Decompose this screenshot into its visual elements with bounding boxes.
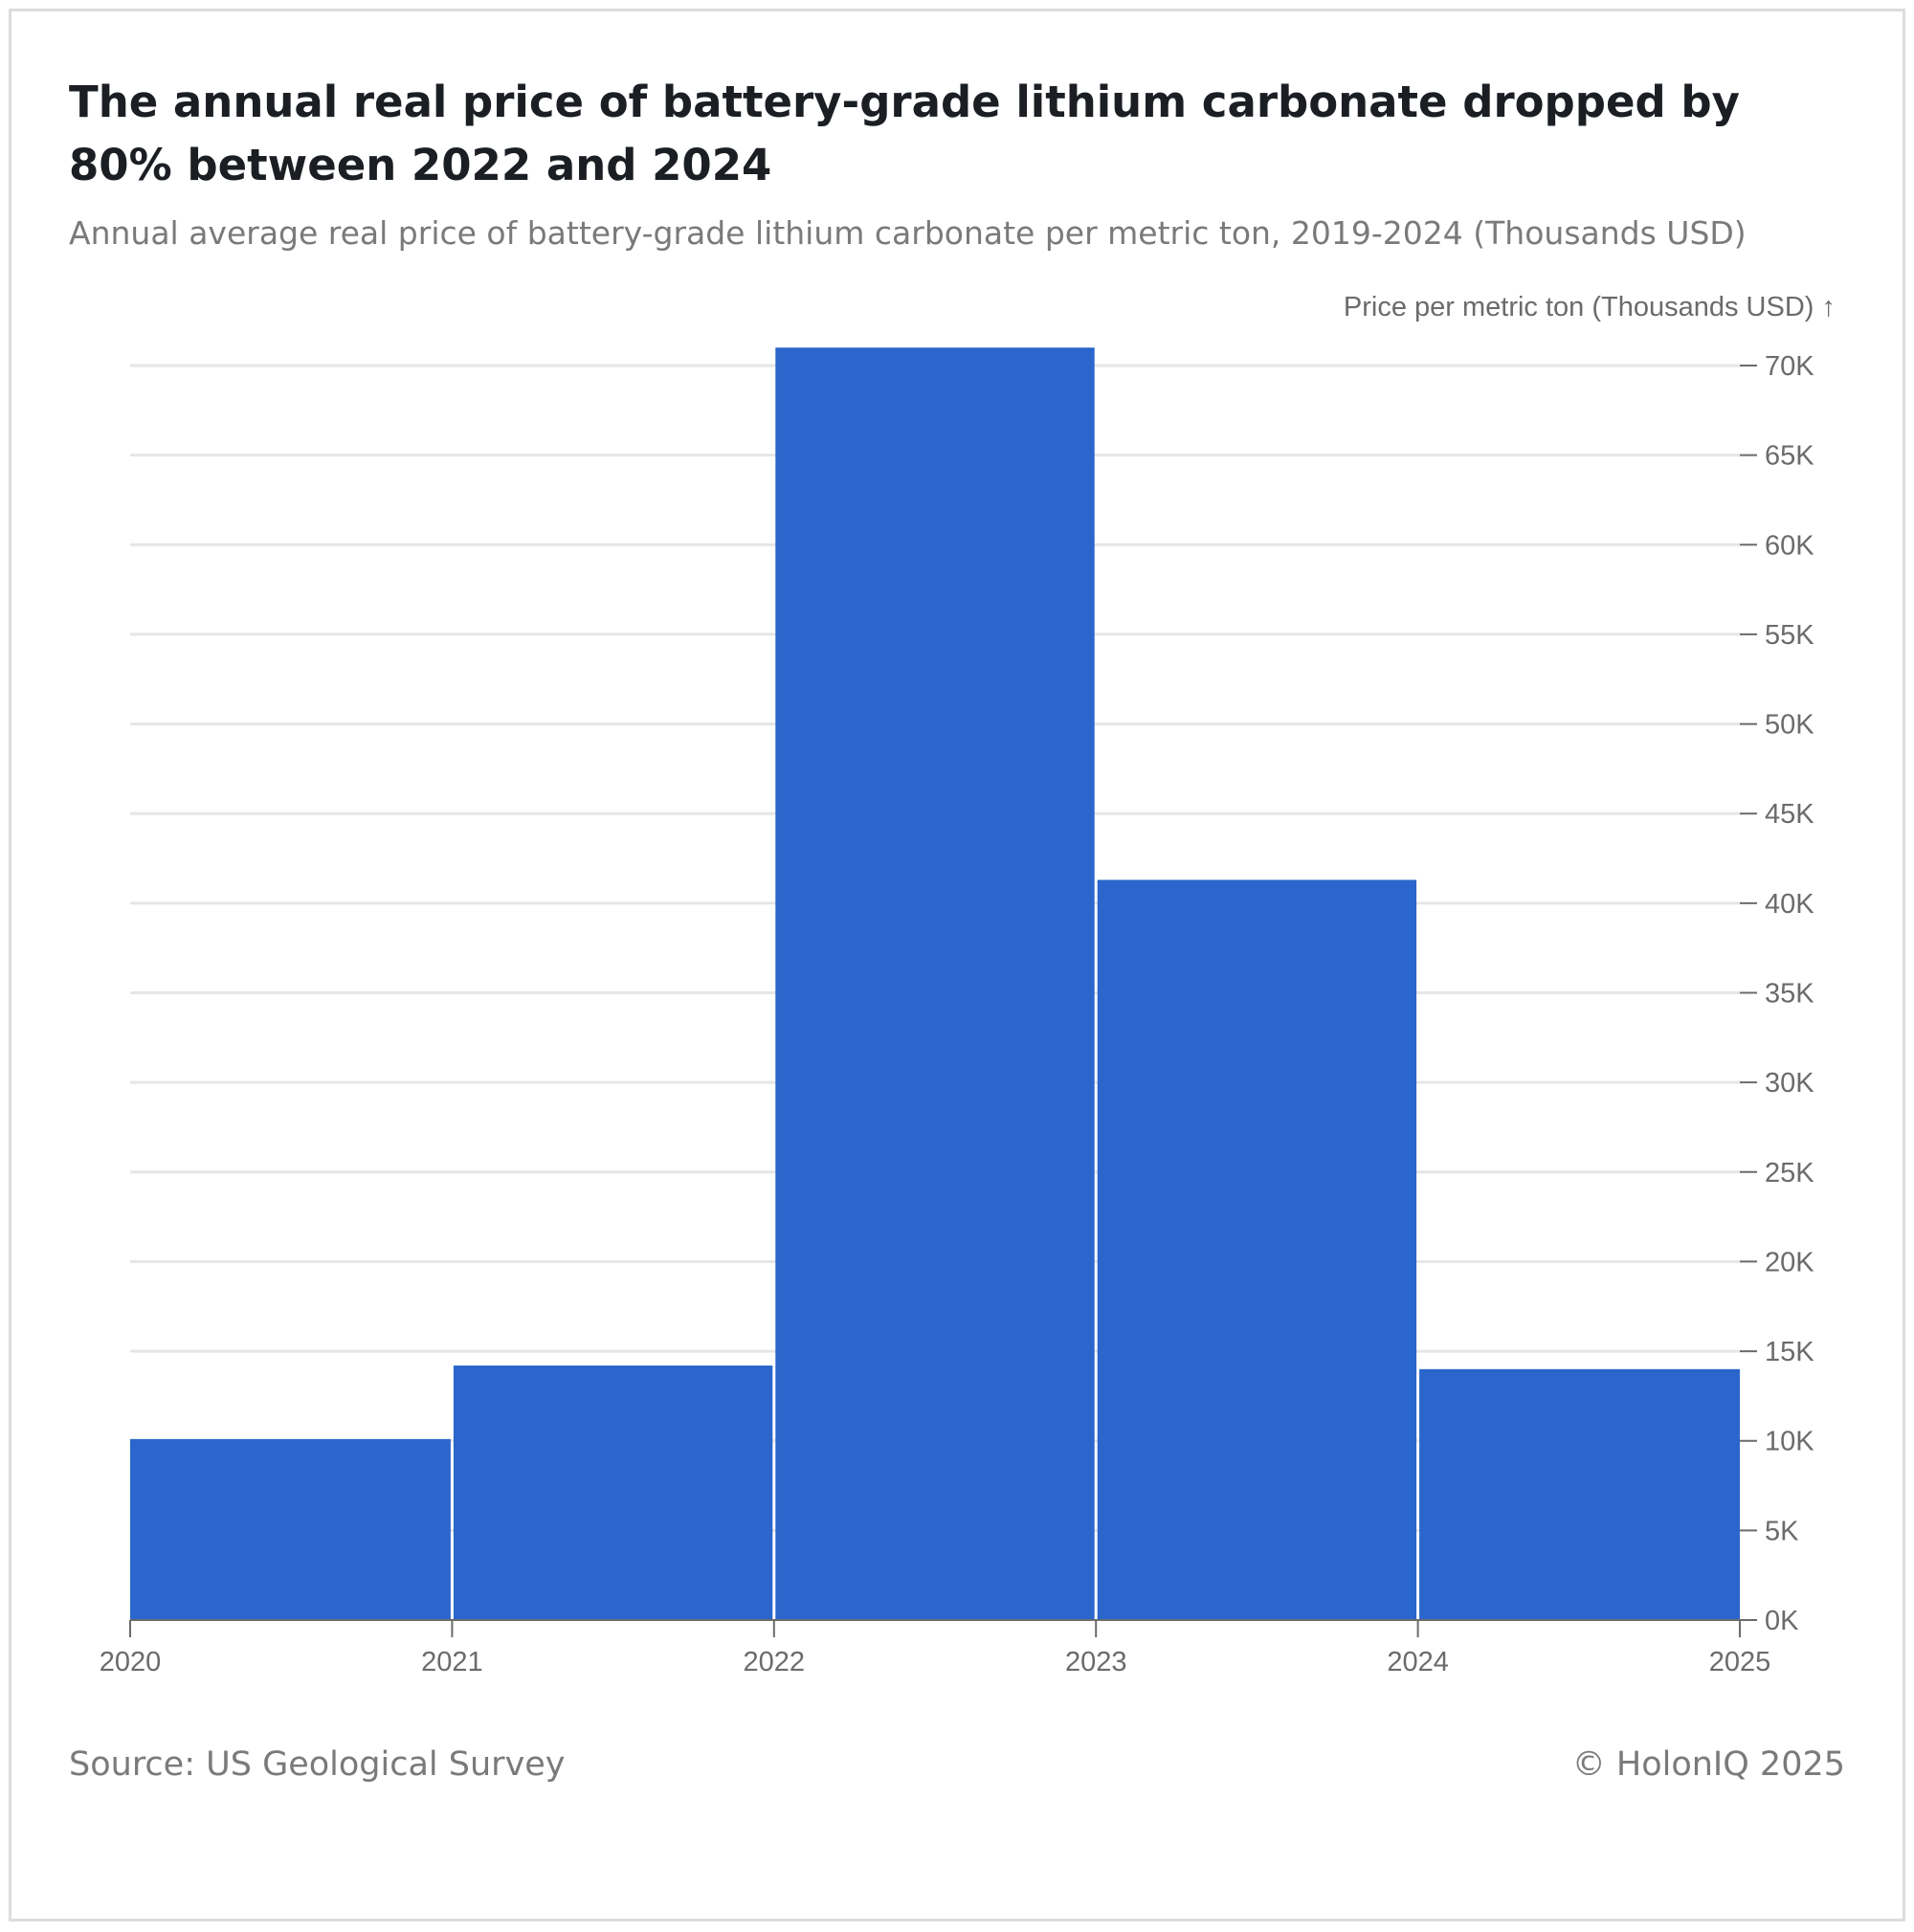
- y-tick-label: 10K: [1765, 1427, 1814, 1457]
- y-tick-label: 15K: [1765, 1337, 1814, 1367]
- y-tick-label: 60K: [1765, 530, 1814, 561]
- y-tick-label: 25K: [1765, 1158, 1814, 1188]
- x-tick-label: 2023: [1065, 1647, 1127, 1677]
- x-tick-label: 2022: [744, 1647, 806, 1677]
- bar-2024: [1419, 1368, 1740, 1620]
- y-tick-label: 55K: [1765, 620, 1814, 651]
- axes: 0K 5K 10K 15K 20K 25K 30K 35K 40K 45K 50K 55K 60K 65K…: [100, 351, 1815, 1677]
- x-tick-label: 2021: [421, 1647, 483, 1677]
- y-axis-title: Price per metric ton (Thousands USD) ↑: [1344, 292, 1836, 322]
- y-tick-label: 70K: [1765, 351, 1814, 382]
- bar-2021: [453, 1366, 773, 1620]
- chart-title: The annual real price of battery-grade l…: [69, 77, 1740, 190]
- x-tick-label: 2020: [100, 1647, 162, 1677]
- x-tick-label: 2025: [1709, 1647, 1771, 1677]
- y-tick-label: 50K: [1765, 710, 1814, 741]
- y-tick-label: 65K: [1765, 441, 1814, 472]
- y-tick-label: 30K: [1765, 1068, 1814, 1099]
- bar-2022: [775, 347, 1095, 1620]
- y-tick-label: 0K: [1765, 1606, 1799, 1636]
- chart-subtitle: Annual average real price of battery-gra…: [69, 214, 1747, 252]
- y-tick-label: 5K: [1765, 1516, 1799, 1546]
- x-tick-label: 2024: [1387, 1647, 1449, 1677]
- bar-2020: [130, 1438, 451, 1620]
- y-tick-label: 45K: [1765, 799, 1814, 830]
- y-tick-label: 35K: [1765, 979, 1814, 1010]
- bar-2023: [1097, 879, 1417, 1620]
- source-note: Source: US Geological Survey: [69, 1745, 566, 1784]
- bars: [130, 347, 1740, 1620]
- histogram-chart: 0K 5K 10K 15K 20K 25K 30K 35K 40K 45K 50K 55K 60K 65K…: [100, 292, 1836, 1677]
- y-tick-label: 20K: [1765, 1247, 1814, 1277]
- copyright-note: © HolonIQ 2025: [1571, 1745, 1845, 1784]
- y-tick-label: 40K: [1765, 889, 1814, 920]
